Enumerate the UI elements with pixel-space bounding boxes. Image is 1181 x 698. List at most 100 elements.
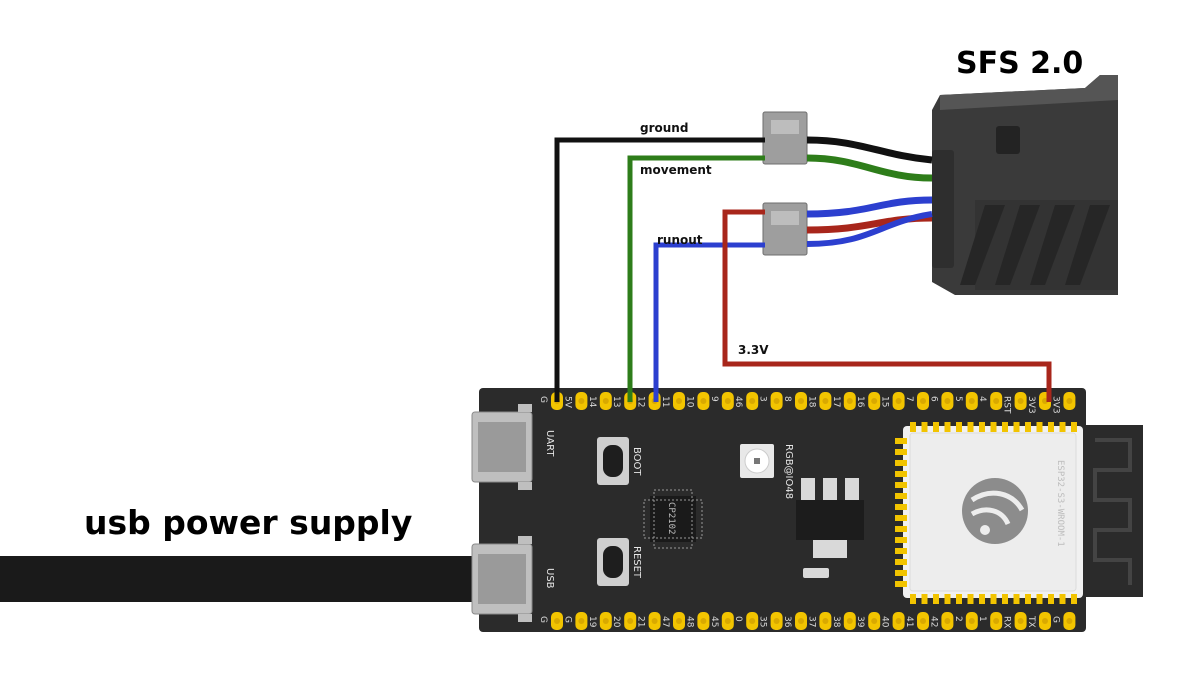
uart-port[interactable] bbox=[471, 404, 533, 490]
top-pin-label: RST bbox=[1002, 396, 1012, 414]
module-bottom-pad bbox=[1048, 594, 1054, 604]
top-pin-label: 4 bbox=[977, 396, 987, 402]
module-pads bbox=[895, 422, 1077, 604]
top-pin-label: 5 bbox=[953, 396, 963, 402]
top-pin-hole bbox=[895, 398, 902, 404]
ground-label: ground bbox=[640, 121, 688, 135]
module-bottom-pad bbox=[1025, 594, 1031, 604]
module-bottom-pad bbox=[1059, 594, 1066, 604]
connector-bottom bbox=[762, 202, 808, 256]
module-bottom-pad bbox=[1071, 594, 1077, 604]
usb-power-cable bbox=[0, 556, 480, 602]
bottom-pin-hole bbox=[1066, 618, 1073, 624]
top-pin-label: 11 bbox=[660, 396, 670, 407]
module-top-pad bbox=[1013, 422, 1020, 432]
module-bottom-pad bbox=[910, 594, 916, 604]
module-top-pad bbox=[1025, 422, 1031, 432]
bottom-pin-hole bbox=[822, 618, 829, 624]
module-side-pad bbox=[895, 570, 907, 576]
module-bottom-pad bbox=[1013, 594, 1020, 604]
module-top-pad bbox=[990, 422, 997, 432]
top-pin-hole bbox=[602, 398, 609, 404]
voltage-regulator bbox=[796, 478, 864, 578]
module-top-pad bbox=[979, 422, 985, 432]
top-pin-label: 3V3 bbox=[1026, 396, 1036, 414]
connector-top bbox=[762, 111, 808, 165]
module-bottom-pad bbox=[967, 594, 974, 604]
top-pin-label: 10 bbox=[684, 396, 694, 408]
top-pin-hole bbox=[578, 398, 585, 404]
module-bottom-pad bbox=[1002, 594, 1008, 604]
esp32-module: ESP32-S3-WROOM-1 bbox=[895, 422, 1083, 604]
bottom-pin-hole bbox=[554, 618, 560, 624]
module-top-pad bbox=[944, 422, 951, 432]
module-side-pad bbox=[895, 537, 907, 543]
top-pin-label: 3 bbox=[758, 396, 768, 402]
top-pin-hole bbox=[773, 398, 780, 404]
top-pin-hole bbox=[1017, 398, 1024, 404]
top-pin-hole bbox=[944, 398, 951, 404]
bottom-pin-hole bbox=[846, 618, 853, 624]
bottom-pin-hole bbox=[993, 618, 1000, 624]
module-bottom-pad bbox=[990, 594, 997, 604]
bottom-pin-label: 42 bbox=[928, 616, 938, 627]
top-pin-label: 17 bbox=[831, 396, 841, 407]
module-side-pad bbox=[895, 438, 907, 444]
module-side-pad bbox=[895, 581, 907, 587]
bottom-pin-label: 21 bbox=[636, 616, 646, 627]
bottom-pin-label: G bbox=[538, 616, 548, 623]
bottom-pin-hole bbox=[944, 618, 951, 624]
bottom-pin-label: G bbox=[1050, 616, 1060, 623]
usb-chip-label: CP2102 bbox=[666, 502, 676, 535]
top-pin-label: G bbox=[538, 396, 548, 403]
module-top-pad bbox=[1002, 422, 1008, 432]
bottom-pin-hole bbox=[968, 618, 975, 624]
reset-button[interactable] bbox=[597, 538, 629, 586]
module-top-pad bbox=[956, 422, 962, 432]
top-pin-hole bbox=[676, 398, 682, 404]
top-pin-hole bbox=[846, 398, 853, 404]
bottom-pin-label: 45 bbox=[709, 616, 719, 627]
bottom-pin-hole bbox=[602, 618, 609, 624]
module-top-pad bbox=[1071, 422, 1077, 432]
top-pin-hole bbox=[822, 398, 829, 404]
module-side-pad bbox=[895, 526, 907, 532]
top-pin-label: 5V bbox=[562, 396, 572, 409]
module-label: ESP32-S3-WROOM-1 bbox=[1055, 460, 1065, 547]
bottom-pin-hole bbox=[627, 618, 634, 624]
bottom-pin-label: TX bbox=[1026, 615, 1036, 628]
top-pin-label: 16 bbox=[855, 396, 865, 408]
top-pin-hole bbox=[968, 398, 975, 404]
top-pin-label: 15 bbox=[880, 396, 890, 407]
module-bottom-pad bbox=[956, 594, 962, 604]
reset-label: RESET bbox=[631, 546, 642, 579]
bottom-pin-header: G G 19 20 21 47 48 45 0 35 36 37 38 39 40 41 42 2 1 RX TX G bbox=[538, 612, 1076, 630]
bottom-pin-label: 19 bbox=[587, 616, 597, 628]
module-top-pad bbox=[921, 422, 928, 432]
bottom-pin-label: 37 bbox=[806, 616, 816, 627]
top-pin-label: 9 bbox=[709, 396, 719, 402]
usb-port[interactable] bbox=[471, 536, 533, 622]
rgb-led bbox=[740, 444, 774, 478]
bottom-pin-label: 35 bbox=[758, 616, 768, 627]
bottom-pin-hole bbox=[724, 618, 731, 624]
module-side-pad bbox=[895, 482, 907, 488]
module-top-pad bbox=[1048, 422, 1054, 432]
module-top-pad bbox=[933, 422, 939, 432]
usb-uart-chip: CP2102 bbox=[643, 489, 703, 549]
bottom-pin-label: 38 bbox=[831, 616, 841, 628]
bottom-pin-label: 20 bbox=[611, 616, 621, 628]
module-top-pad bbox=[1036, 422, 1043, 432]
uart-label: UART bbox=[544, 430, 555, 457]
top-pin-header: G 5V 14 13 12 11 10 9 46 3 8 18 17 16 15 7 6 5 4 RST 3V3 3V3 bbox=[538, 392, 1076, 414]
bottom-pin-label: RX bbox=[1002, 616, 1012, 628]
module-bottom-pad bbox=[933, 594, 939, 604]
boot-label: BOOT bbox=[631, 447, 642, 476]
module-side-pad bbox=[895, 460, 907, 466]
module-side-pad bbox=[895, 471, 907, 477]
ground-wire bbox=[554, 137, 765, 402]
boot-button[interactable] bbox=[597, 437, 629, 485]
bottom-pin-hole bbox=[920, 618, 926, 624]
bottom-pin-label: 48 bbox=[684, 616, 694, 628]
